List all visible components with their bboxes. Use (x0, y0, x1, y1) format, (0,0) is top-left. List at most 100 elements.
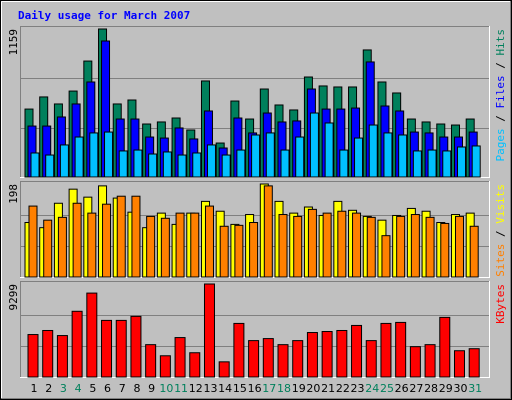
legend-entry: Files (494, 75, 507, 108)
bar (442, 150, 452, 178)
y-tick-label: 9299 (7, 284, 20, 311)
legend-entry: Hits (494, 29, 507, 56)
bar (42, 329, 54, 378)
bar (45, 154, 55, 178)
bar (409, 346, 421, 378)
bar (262, 338, 274, 378)
x-tick-label: 9 (148, 382, 155, 395)
bar (104, 131, 114, 178)
bar (190, 212, 200, 278)
bar (204, 205, 214, 278)
bar (380, 322, 392, 378)
x-tick-label: 20 (306, 382, 320, 395)
bar (383, 132, 393, 178)
bar (192, 152, 202, 178)
bar (263, 185, 273, 278)
x-tick-label: 30 (453, 382, 467, 395)
bar (130, 315, 142, 378)
chart-title: Daily usage for March 2007 (18, 9, 190, 22)
bar (366, 216, 376, 278)
x-tick-label: 1 (31, 382, 38, 395)
x-tick-label: 25 (380, 382, 394, 395)
bar (365, 340, 377, 378)
bar (86, 292, 98, 378)
x-tick-label: 23 (351, 382, 365, 395)
bar (236, 149, 246, 178)
legend: Pages / Files / Hits (494, 29, 507, 162)
x-tick-label: 13 (203, 382, 217, 395)
legend-entry: Sites (494, 244, 507, 277)
bar (248, 340, 260, 378)
x-tick-label: 18 (277, 382, 291, 395)
bar (131, 195, 141, 278)
x-tick-label: 3 (60, 382, 67, 395)
bar (280, 149, 290, 178)
bar (43, 219, 53, 278)
bar (30, 152, 40, 178)
x-tick-label: 27 (409, 382, 423, 395)
y-tick-label: 198 (7, 184, 20, 204)
bar (396, 215, 406, 278)
x-tick-label: 2 (45, 382, 52, 395)
bar (89, 132, 99, 178)
bar (174, 337, 186, 378)
bar (398, 134, 408, 178)
bar (440, 222, 450, 278)
bar (175, 212, 185, 278)
bar (145, 344, 157, 378)
x-tick-label: 28 (424, 382, 438, 395)
bar (368, 124, 378, 178)
bar (278, 214, 288, 278)
x-tick-label: 5 (89, 382, 96, 395)
y-tick-label: 1159 (7, 29, 20, 56)
bar (28, 205, 38, 278)
bar (59, 144, 69, 178)
bar (251, 134, 261, 178)
bar (72, 202, 82, 278)
bar (146, 215, 156, 278)
x-tick-label: 22 (336, 382, 350, 395)
bar (102, 203, 112, 278)
bar (56, 335, 68, 378)
bar (189, 352, 201, 378)
bar (133, 149, 143, 178)
bar (321, 331, 333, 378)
bar (427, 149, 437, 178)
bar (277, 344, 289, 378)
bar (425, 216, 435, 278)
bar (233, 322, 245, 378)
bar (219, 225, 229, 278)
bar (27, 334, 39, 378)
bar (306, 332, 318, 378)
bar (453, 350, 465, 378)
bar (293, 215, 303, 278)
bar (218, 361, 230, 378)
x-tick-label: 6 (104, 382, 111, 395)
legend-separator: / (494, 109, 507, 129)
bar (221, 154, 231, 178)
bar (71, 310, 83, 378)
legend: KBytes (494, 284, 507, 324)
bar (471, 145, 481, 178)
x-tick-label: 26 (395, 382, 409, 395)
x-tick-label: 15 (233, 382, 247, 395)
bar (295, 136, 305, 178)
bar (101, 319, 113, 378)
bar (352, 212, 362, 278)
bar (160, 217, 170, 278)
bar (234, 224, 244, 278)
x-tick-label: 19 (292, 382, 306, 395)
bar (115, 319, 127, 378)
legend-entry: Visits (494, 184, 507, 224)
x-tick-label: 7 (119, 382, 126, 395)
x-tick-label: 12 (189, 382, 203, 395)
bar (351, 324, 363, 378)
bar (87, 212, 97, 278)
x-tick-label: 17 (262, 382, 276, 395)
x-tick-label: 4 (75, 382, 82, 395)
legend-entry: Pages (494, 128, 507, 161)
bar (337, 210, 347, 278)
x-tick-label: 8 (133, 382, 140, 395)
bar (177, 154, 187, 178)
